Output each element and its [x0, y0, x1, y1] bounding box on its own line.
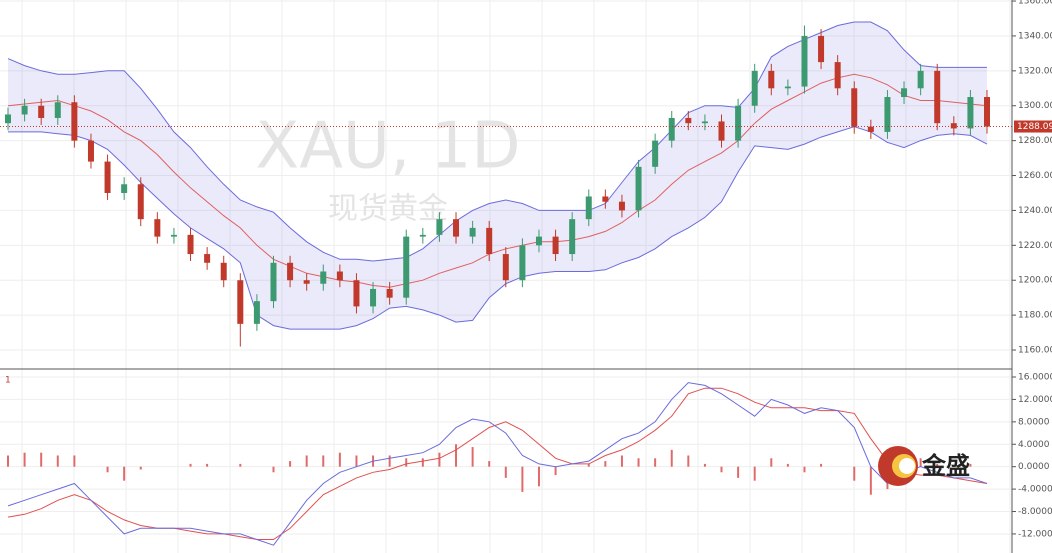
watermark-sub: 现货黄金 [328, 192, 448, 227]
y-tick-label: 16.0000 [1018, 373, 1052, 383]
candle-body [535, 236, 542, 246]
y-tick-label: 1320.00 [1018, 66, 1052, 76]
y-tick-label: 12.0000 [1018, 395, 1052, 405]
candle-body [884, 97, 891, 132]
candle-body [934, 70, 941, 124]
candle-body [469, 227, 476, 237]
y-tick-label: 1220.00 [1018, 241, 1052, 251]
candle-body [735, 105, 742, 141]
y-tick-label: 1160.00 [1018, 346, 1052, 356]
candle-body [967, 97, 974, 129]
y-tick-label: 1340.00 [1018, 31, 1052, 41]
grid [0, 0, 1012, 553]
logo-icon [899, 458, 915, 474]
candle-body [585, 196, 592, 220]
candle-body [818, 35, 825, 63]
candle-body [5, 114, 11, 124]
candle-body [137, 184, 144, 220]
candle-body [187, 234, 194, 255]
candle-body [486, 227, 493, 255]
candle-body [635, 166, 642, 211]
candle-body [569, 219, 576, 255]
y-tick-label: 1200.00 [1018, 276, 1052, 286]
candle-body [602, 196, 609, 202]
candle-body [618, 201, 625, 211]
candle-body [370, 288, 377, 307]
watermark: XAU, 1D [255, 110, 520, 184]
logo: 金盛 [878, 446, 970, 486]
candle-body [867, 126, 874, 132]
y-tick-label: 1240.00 [1018, 206, 1052, 216]
candle-body [154, 219, 161, 237]
candle-body [320, 271, 327, 284]
y-tick-label: 4.0000 [1018, 440, 1050, 450]
y-tick-label: -4.0000 [1018, 485, 1052, 495]
middle-band [7, 73, 988, 288]
candle-body [303, 280, 310, 284]
candle-body [170, 234, 177, 237]
y-tick-label: -8.0000 [1018, 507, 1052, 517]
candle-body [685, 117, 692, 124]
panel-label: 1 [5, 376, 11, 386]
candle-body [386, 288, 393, 298]
candle-body [950, 123, 957, 129]
candle-body [204, 254, 211, 263]
candle-body [502, 254, 509, 281]
candle-body [801, 35, 808, 87]
candle-body [768, 70, 775, 89]
candle-body [751, 70, 758, 106]
candle-body [21, 105, 28, 115]
candle-body [237, 280, 244, 324]
lower-band [8, 126, 988, 330]
macd-line [7, 382, 988, 546]
y-tick-label: -12.0000 [1018, 529, 1052, 539]
candle-body [220, 262, 227, 281]
y-tick-label: 1360.00 [1018, 0, 1052, 7]
candle-body [552, 236, 559, 255]
last-price-box [1014, 120, 1052, 133]
candle-body [270, 262, 277, 302]
y-tick-label: 1260.00 [1018, 171, 1052, 181]
candle-body [104, 161, 111, 193]
candle-body [851, 88, 858, 127]
candle-body [901, 88, 908, 98]
candle-body [701, 121, 708, 124]
candle-body [71, 102, 78, 141]
y-tick-label: 0.0000 [1018, 462, 1050, 472]
candle-body [453, 219, 460, 237]
logo-text: 金盛 [921, 452, 970, 480]
candle-body [121, 184, 128, 193]
y-tick-label: 1280.00 [1018, 136, 1052, 146]
candle-body [917, 70, 924, 89]
y-tick-label: 1180.00 [1018, 311, 1052, 321]
candle-body [54, 102, 61, 118]
candle-body [403, 236, 410, 298]
candle-body [718, 121, 725, 141]
candle-body [834, 62, 841, 89]
candle-body [87, 140, 94, 162]
candle-body [652, 140, 659, 167]
candle-body [519, 245, 526, 281]
candle-body [353, 280, 360, 307]
candle-body [984, 97, 990, 127]
candle-body [784, 86, 791, 89]
candle-body [287, 262, 294, 281]
y-tick-label: 8.0000 [1018, 417, 1050, 427]
candle-body [336, 271, 343, 281]
upper-band [7, 21, 987, 262]
candle-body [436, 219, 443, 235]
last-price-label: 1288.09 [1017, 122, 1052, 132]
candle-body [419, 234, 426, 237]
candle-body [253, 301, 260, 324]
candle-body [38, 105, 45, 118]
band-area [8, 22, 987, 330]
candle-body [668, 117, 675, 141]
y-tick-label: 1300.00 [1018, 101, 1052, 111]
